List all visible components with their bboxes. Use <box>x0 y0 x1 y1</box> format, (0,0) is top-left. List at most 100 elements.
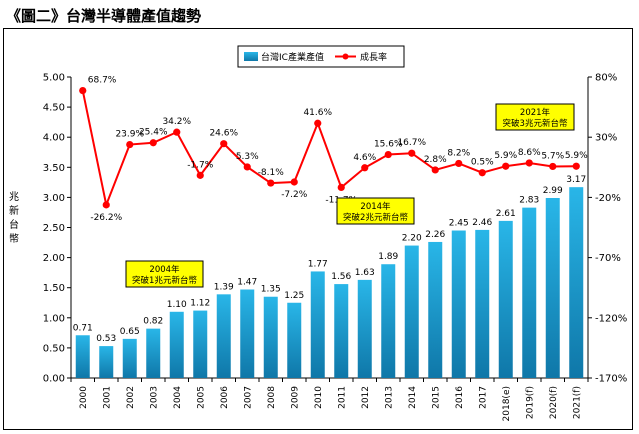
bar-value-label: 2.83 <box>519 196 539 206</box>
growth-point <box>384 150 392 159</box>
bar-value-label: 1.10 <box>167 300 187 310</box>
growth-value-label: 16.7% <box>397 138 426 148</box>
legend-line-label: 成長率 <box>360 51 387 63</box>
growth-point <box>102 201 110 209</box>
axes: 0.00 0.50 1.00 1.50 2.00 2.50 3.00 3.50 4.00 4.50… <box>9 73 627 385</box>
growth-point <box>502 162 510 170</box>
growth-point <box>361 164 369 172</box>
growth-point <box>126 140 134 149</box>
y-tick-label: 2.00 <box>43 253 65 264</box>
bar-value-label: 0.53 <box>96 334 116 344</box>
x-tick-label: 2018(e) <box>502 386 512 421</box>
growth-value-label: 2.8% <box>424 155 447 165</box>
y-tick-label: 4.50 <box>43 103 65 114</box>
bar <box>287 302 302 378</box>
y-axis-label: 幣 <box>9 233 19 245</box>
bar <box>99 346 114 378</box>
growth-point <box>337 183 345 192</box>
growth-point <box>196 171 204 179</box>
legend-bar-label: 台灣IC產業產值 <box>261 51 324 63</box>
bar-value-label: 2.99 <box>543 186 563 196</box>
y2-tick-label: -70% <box>595 253 621 264</box>
x-tick-label: 2020(f) <box>549 386 559 419</box>
y-tick-label: 5.00 <box>43 73 65 84</box>
annotation-line: 2004年 <box>149 264 180 275</box>
growth-value-label: 41.6% <box>303 108 332 118</box>
x-tick-label: 2005 <box>196 386 206 409</box>
bar <box>381 264 396 378</box>
bar-value-label: 1.63 <box>355 268 375 278</box>
annotation-bg <box>495 103 575 131</box>
growth-value-label: 5.9% <box>565 151 588 161</box>
bar <box>146 328 161 378</box>
bar-value-label: 1.56 <box>331 272 351 282</box>
growth-value-label: 34.2% <box>162 117 191 127</box>
growth-value-label: -7.2% <box>281 190 308 200</box>
bar-value-label: 1.39 <box>214 282 234 292</box>
legend-box <box>237 45 405 68</box>
legend-bar-swatch <box>244 52 258 61</box>
figure-title: 《圖二》台灣半導體產值趨勢 <box>6 7 202 25</box>
growth-value-label: -8.1% <box>258 168 285 178</box>
bar-value-label: 2.26 <box>425 230 445 240</box>
bar <box>451 230 466 378</box>
bar-value-label: 1.47 <box>237 278 257 288</box>
growth-point <box>220 140 228 148</box>
bar <box>357 279 372 378</box>
x-tick-label: 2019(f) <box>525 386 535 419</box>
growth-value-label: 15.6% <box>374 140 403 150</box>
annotation-line: 2014年 <box>360 201 391 212</box>
x-tick-label: 2013 <box>384 386 394 409</box>
y-tick-label: 0.50 <box>43 343 65 354</box>
x-tick-label: 2017 <box>478 386 488 409</box>
y2-tick-label: -170% <box>595 374 627 385</box>
x-tick-label: 2008 <box>267 386 277 409</box>
y-axis-label: 台 <box>9 218 19 231</box>
bar <box>522 207 537 378</box>
annotation-bg <box>125 260 204 288</box>
growth-value-label: 8.2% <box>447 148 470 158</box>
growth-line-series <box>79 87 580 209</box>
annotation-line: 突破2兆元新台幣 <box>343 212 408 223</box>
bar-value-label: 3.17 <box>566 175 586 185</box>
x-tick-label: 2003 <box>149 386 159 409</box>
y-tick-label: 2.50 <box>43 223 65 234</box>
growth-point <box>525 159 533 167</box>
growth-value-label: 23.9% <box>115 130 144 140</box>
bar-value-label: 2.45 <box>449 219 469 229</box>
bar <box>75 335 90 378</box>
growth-point <box>572 162 580 170</box>
growth-value-label: -26.2% <box>90 213 122 223</box>
annotation-line: 2021年 <box>520 107 551 118</box>
bar-value-label: 0.65 <box>120 327 140 337</box>
bar-value-labels: 0.710.53 0.650.82 1.10 1.12 1.39 1.47 1.351.25… <box>73 175 587 344</box>
growth-point <box>549 162 557 171</box>
bar-series <box>75 187 584 378</box>
legend-line-marker <box>342 53 349 60</box>
y-tick-label: 3.00 <box>43 193 65 204</box>
growth-point <box>290 178 298 186</box>
bar <box>334 284 349 378</box>
bar-value-label: 0.82 <box>143 317 163 327</box>
x-tick-label: 2015 <box>431 386 441 409</box>
x-tick-label: 2011 <box>337 386 347 409</box>
y-axis-label: 兆 <box>9 191 19 203</box>
bar-value-label: 1.35 <box>261 285 281 295</box>
bar <box>310 271 325 378</box>
bar <box>263 296 278 378</box>
x-tick-label: 2021(f) <box>572 386 582 419</box>
y-tick-label: 3.50 <box>43 163 65 174</box>
growth-value-labels: 68.7% -26.2% 23.9%25.4%34.2% -1.7% 24.6% 5.3%… <box>88 76 588 223</box>
x-tick-label: 2007 <box>243 386 253 409</box>
bar <box>404 245 419 378</box>
bar <box>498 220 513 378</box>
bar-value-label: 2.61 <box>496 209 516 219</box>
growth-value-label: 5.3% <box>236 152 259 162</box>
x-tick-label: 2012 <box>361 386 371 409</box>
bar-value-label: 1.25 <box>284 291 304 301</box>
y-tick-label: 0.00 <box>43 374 65 385</box>
y2-tick-label: -120% <box>595 313 627 324</box>
x-tick-labels: 2000 2001 2002 2003 2004 2005 2006 2007 2008 2009… <box>79 386 583 422</box>
